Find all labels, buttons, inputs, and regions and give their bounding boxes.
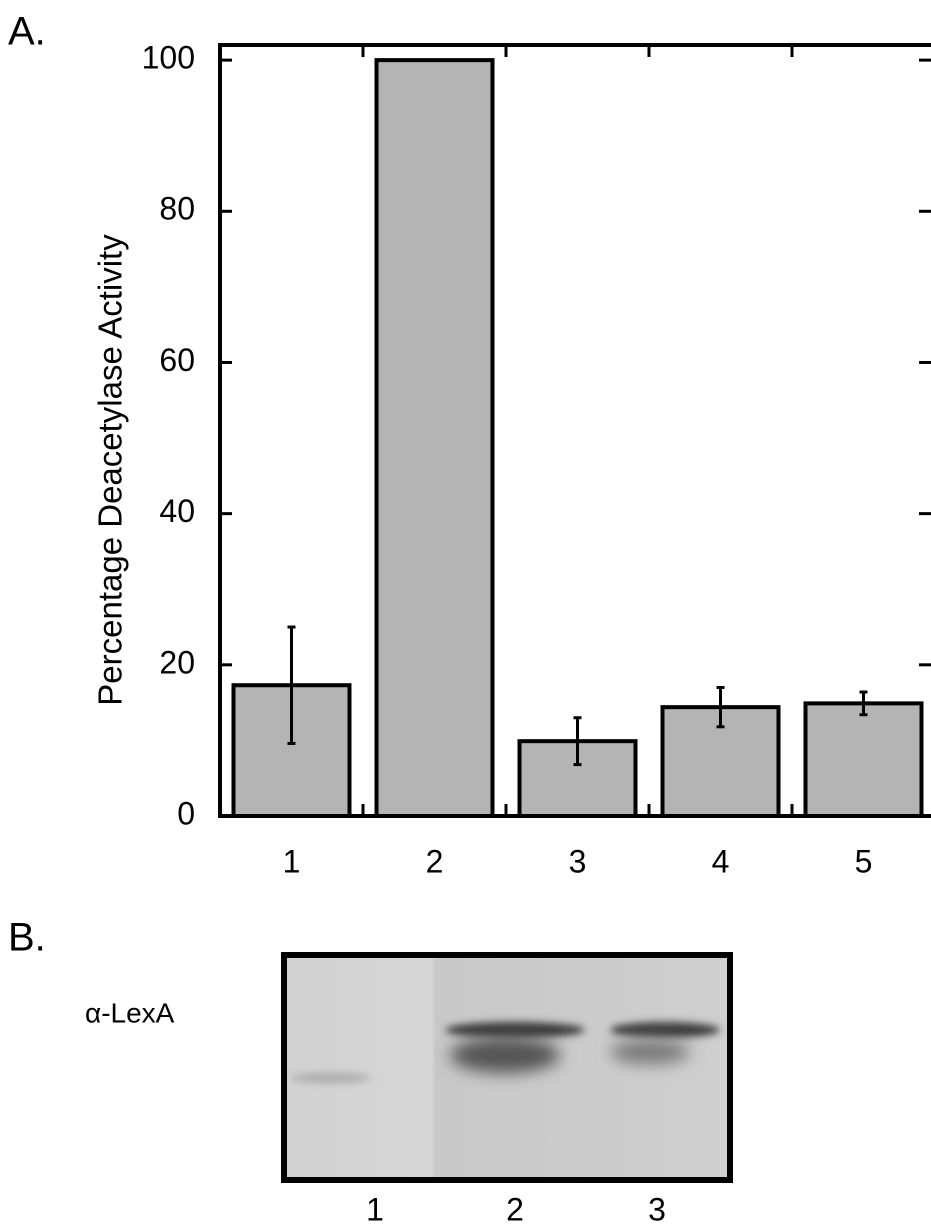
y-tick-label: 60	[159, 342, 195, 378]
bar	[806, 703, 922, 816]
blot-band	[610, 1040, 690, 1064]
panel-label: A.	[8, 10, 46, 54]
y-tick-label: 100	[142, 40, 195, 76]
x-tick-label: 5	[855, 843, 873, 879]
panel-label: B.	[8, 916, 46, 960]
lane-label: 2	[506, 1191, 524, 1227]
x-tick-label: 3	[569, 843, 587, 879]
blot-band	[450, 1037, 560, 1073]
y-tick-label: 0	[177, 795, 195, 831]
bar	[377, 60, 493, 816]
blot-band	[290, 1073, 370, 1083]
lane-label: 1	[366, 1191, 384, 1227]
figure: A. Percentage Deacetylase Activity B. α-…	[0, 0, 931, 1228]
lane-label: 3	[648, 1191, 666, 1227]
x-tick-label: 4	[712, 843, 730, 879]
y-tick-label: 20	[159, 644, 195, 680]
x-tick-label: 1	[283, 843, 301, 879]
y-tick-label: 40	[159, 493, 195, 529]
blot-band	[610, 1022, 720, 1038]
blot-band	[445, 1022, 585, 1038]
y-axis-label: Percentage Deacetylase Activity	[92, 234, 129, 706]
x-tick-label: 2	[426, 843, 444, 879]
blot	[284, 955, 730, 1180]
row-label: α-LexA	[85, 997, 175, 1028]
y-tick-label: 80	[159, 191, 195, 227]
